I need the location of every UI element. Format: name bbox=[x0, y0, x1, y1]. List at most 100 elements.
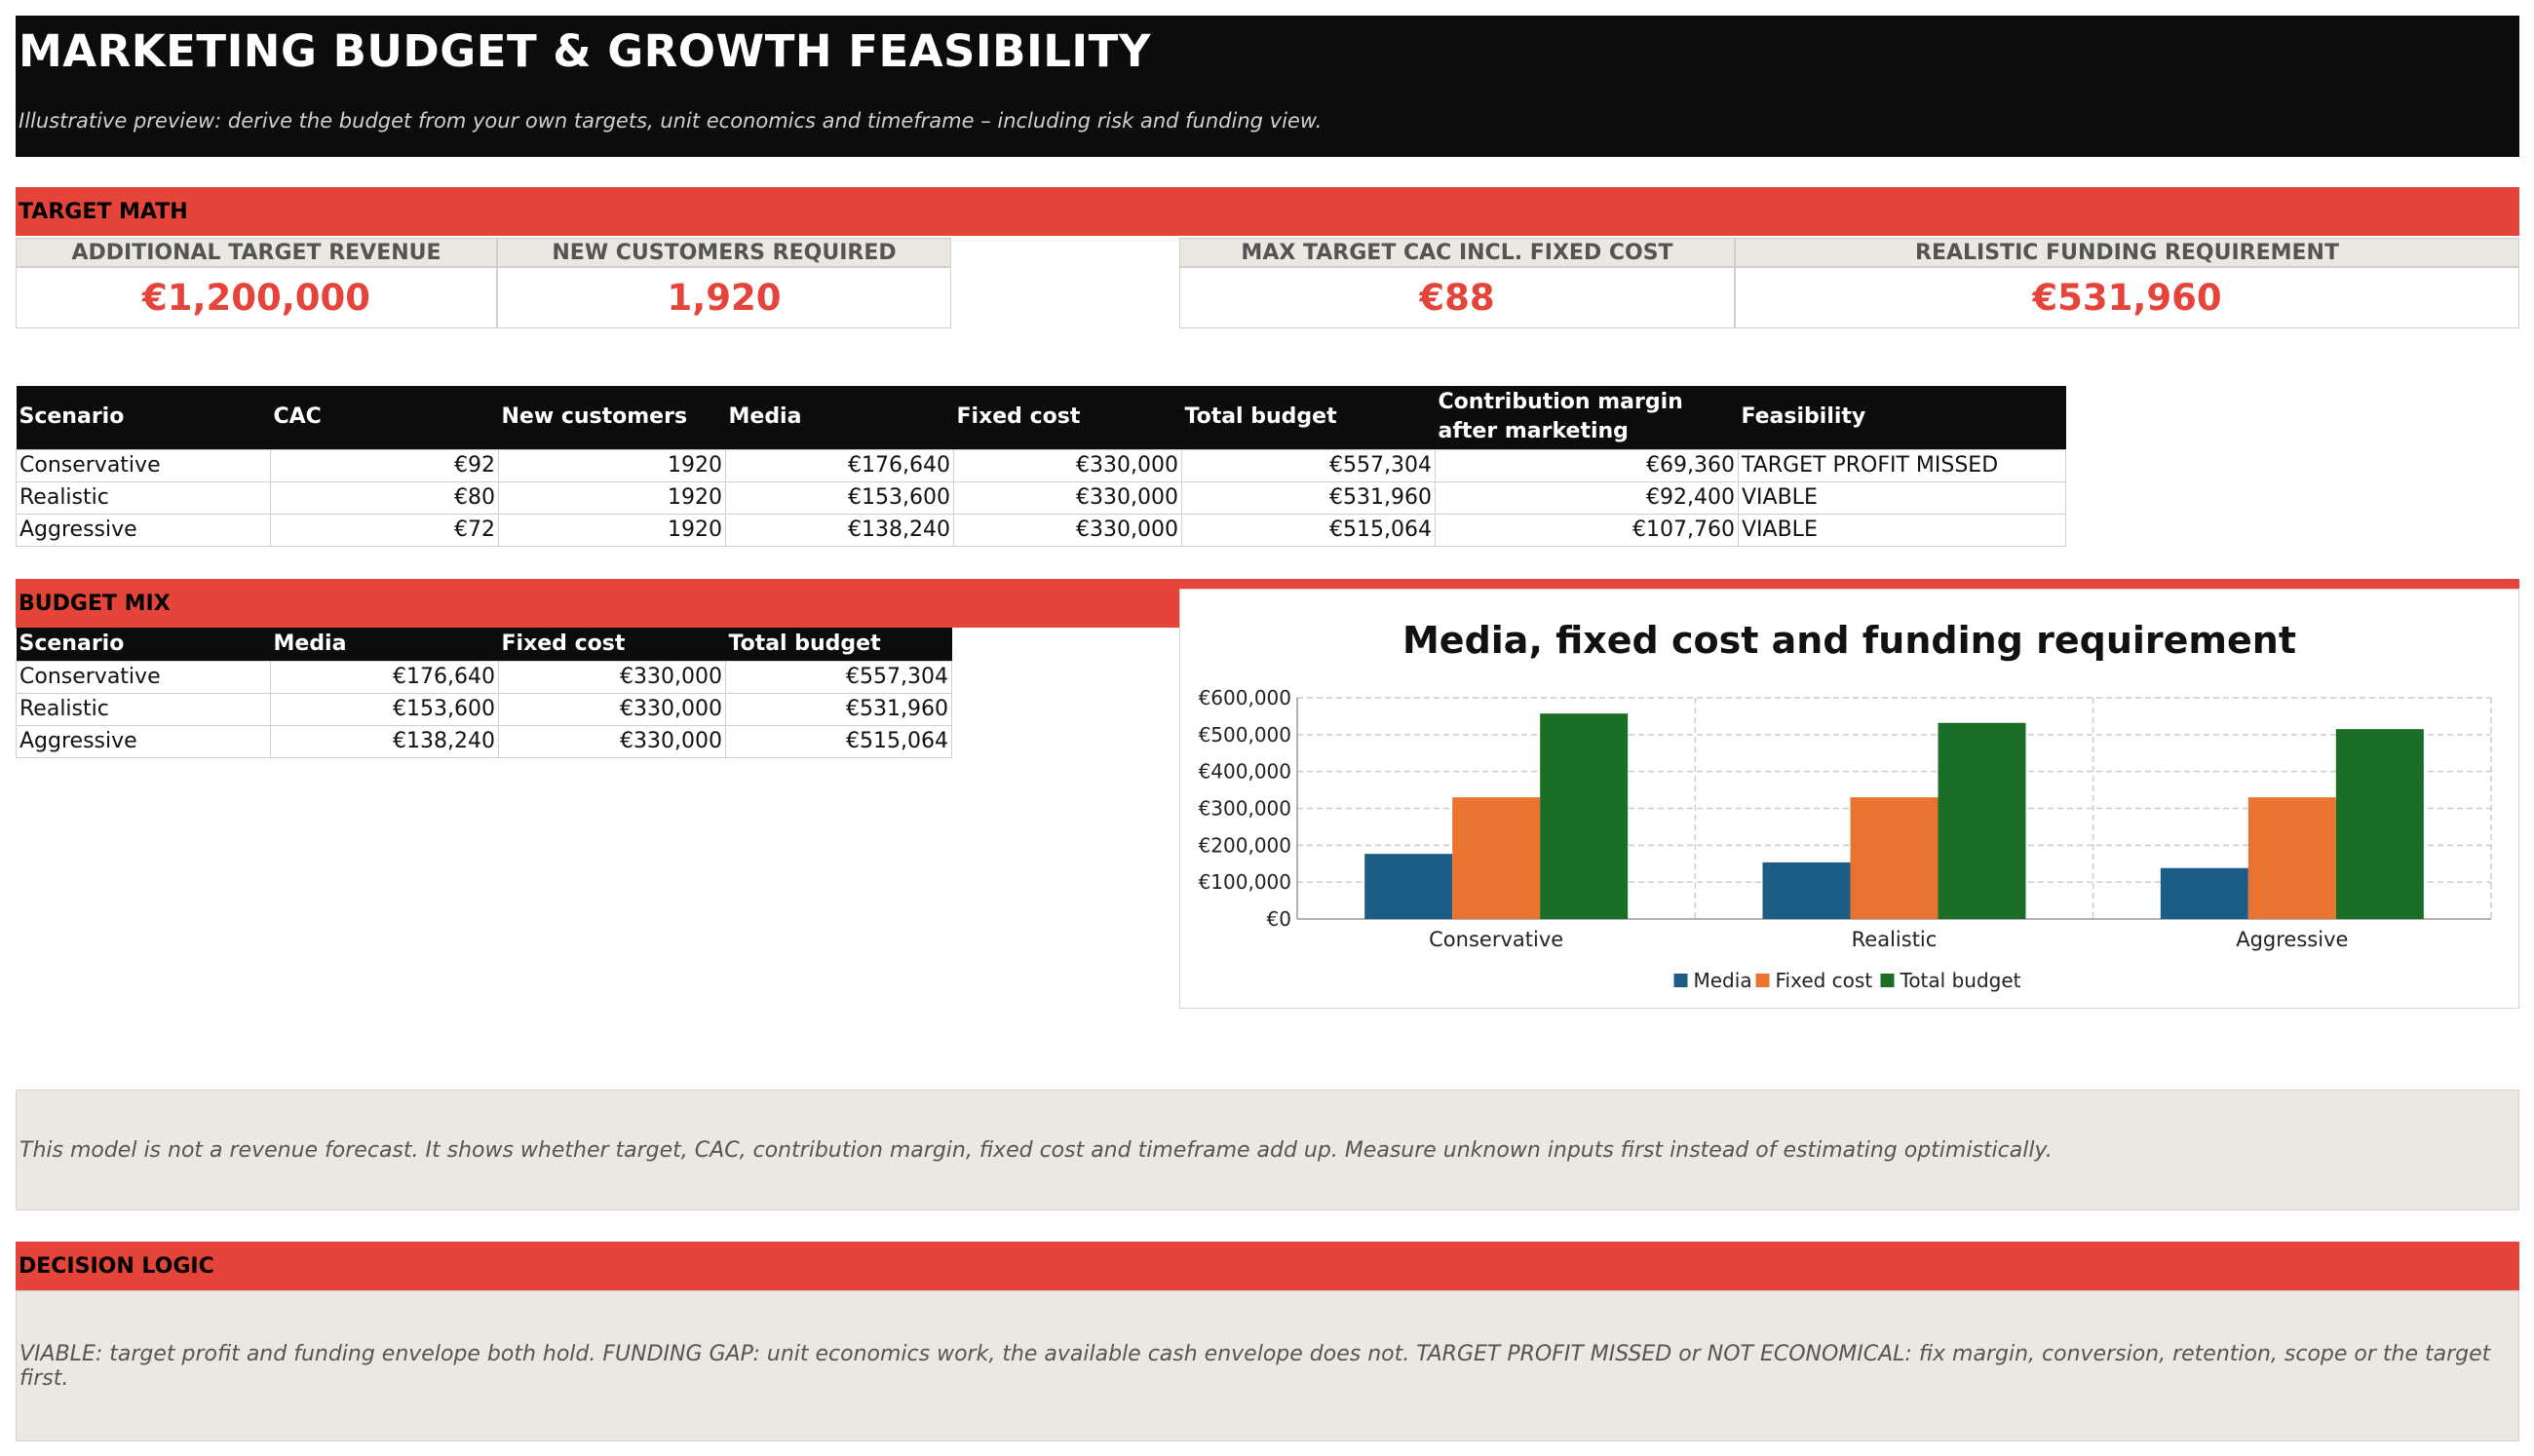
bar-media bbox=[1762, 862, 1851, 919]
cell-media[interactable]: €176,640 bbox=[270, 660, 499, 694]
kpi-label-new-customers: NEW CUSTOMERS REQUIRED bbox=[497, 238, 951, 267]
cell-contribution-margin[interactable]: €107,760 bbox=[1435, 513, 1739, 547]
cell-total-budget[interactable]: €557,304 bbox=[725, 660, 952, 694]
cell-scenario[interactable]: Realistic bbox=[16, 480, 271, 515]
cell-scenario[interactable]: Aggressive bbox=[16, 724, 271, 758]
cell-media[interactable]: €138,240 bbox=[270, 724, 499, 758]
legend-label: Total budget bbox=[1900, 969, 2021, 992]
budget-chart[interactable]: Media, fixed cost and funding requiremen… bbox=[1179, 589, 2519, 1009]
cell-contribution-margin[interactable]: €69,360 bbox=[1435, 448, 1739, 482]
cell-total-budget[interactable]: €557,304 bbox=[1181, 448, 1436, 482]
report-header: MARKETING BUDGET & GROWTH FEASIBILITY Il… bbox=[16, 16, 2519, 157]
model-note: This model is not a revenue forecast. It… bbox=[16, 1090, 2519, 1210]
table-row: Realistic €153,600 €330,000 €531,960 bbox=[16, 692, 952, 726]
bar-media bbox=[1364, 854, 1453, 919]
cell-feasibility[interactable]: VIABLE bbox=[1738, 513, 2066, 547]
cell-cac[interactable]: €80 bbox=[270, 480, 499, 515]
cell-scenario[interactable]: Aggressive bbox=[16, 513, 271, 547]
kpi-value-max-cac[interactable]: €88 bbox=[1179, 267, 1735, 328]
cell-cac[interactable]: €92 bbox=[270, 448, 499, 482]
bar-fixed-cost bbox=[2247, 797, 2336, 919]
table-row: Aggressive €72 1920 €138,240 €330,000 €5… bbox=[16, 513, 2066, 547]
col-header-new-customers[interactable]: New customers bbox=[498, 386, 726, 449]
legend-swatch bbox=[1673, 974, 1688, 987]
chart-title: Media, fixed cost and funding requiremen… bbox=[1401, 619, 2296, 662]
cell-media[interactable]: €138,240 bbox=[725, 513, 954, 547]
x-tick-label: Conservative bbox=[1429, 928, 1563, 951]
y-tick-label: €300,000 bbox=[1199, 797, 1291, 821]
kpi-value-target-revenue[interactable]: €1,200,000 bbox=[16, 267, 497, 328]
chart-plot: €0 €100,000 €200,000 €300,000 €400,000 €500,0… bbox=[1199, 686, 2492, 992]
cell-new-customers[interactable]: 1920 bbox=[498, 513, 726, 547]
bar-total-budget bbox=[1938, 722, 2026, 919]
bar-fixed-cost bbox=[1850, 797, 1939, 919]
cell-fixed-cost[interactable]: €330,000 bbox=[953, 448, 1182, 482]
col-header-contribution-margin[interactable]: Contribution margin after marketing bbox=[1435, 386, 1739, 449]
table-row: Conservative €92 1920 €176,640 €330,000 … bbox=[16, 448, 2066, 482]
scenario-table: Scenario CAC New customers Media Fixed c… bbox=[16, 386, 2066, 547]
y-tick-label: €400,000 bbox=[1199, 760, 1291, 784]
col-header-cac[interactable]: CAC bbox=[270, 386, 499, 449]
cell-media[interactable]: €176,640 bbox=[725, 448, 954, 482]
col-header-feasibility[interactable]: Feasibility bbox=[1738, 386, 2066, 449]
cell-contribution-margin[interactable]: €92,400 bbox=[1435, 480, 1739, 515]
cell-scenario[interactable]: Realistic bbox=[16, 692, 271, 726]
y-tick-label: €100,000 bbox=[1199, 870, 1291, 894]
cell-fixed-cost[interactable]: €330,000 bbox=[953, 513, 1182, 547]
kpi-value-funding-requirement[interactable]: €531,960 bbox=[1735, 267, 2519, 328]
decision-logic-text: VIABLE: target profit and funding envelo… bbox=[16, 1290, 2519, 1441]
bar-total-budget bbox=[2335, 729, 2424, 919]
budget-mix-header-row: Scenario Media Fixed cost Total budget bbox=[16, 628, 952, 661]
cell-total-budget[interactable]: €531,960 bbox=[1181, 480, 1436, 515]
kpi-label-funding-requirement: REALISTIC FUNDING REQUIREMENT bbox=[1735, 238, 2519, 267]
kpi-value-new-customers[interactable]: 1,920 bbox=[497, 267, 951, 328]
section-decision-logic: DECISION LOGIC bbox=[16, 1242, 2519, 1290]
cell-fixed-cost[interactable]: €330,000 bbox=[498, 724, 726, 758]
bar-media bbox=[2160, 867, 2248, 919]
cell-new-customers[interactable]: 1920 bbox=[498, 480, 726, 515]
x-tick-label: Aggressive bbox=[2236, 928, 2348, 951]
col-header-fixed-cost[interactable]: Fixed cost bbox=[953, 386, 1182, 449]
col-header-fixed-cost[interactable]: Fixed cost bbox=[498, 628, 726, 661]
table-row: Aggressive €138,240 €330,000 €515,064 bbox=[16, 724, 952, 758]
y-tick-label: €500,000 bbox=[1199, 723, 1291, 747]
kpi-label-target-revenue: ADDITIONAL TARGET REVENUE bbox=[16, 238, 497, 267]
cell-total-budget[interactable]: €515,064 bbox=[1181, 513, 1436, 547]
y-tick-label: €200,000 bbox=[1199, 833, 1291, 857]
legend-label: Media bbox=[1694, 969, 1752, 992]
cell-media[interactable]: €153,600 bbox=[725, 480, 954, 515]
cell-new-customers[interactable]: 1920 bbox=[498, 448, 726, 482]
cell-feasibility[interactable]: TARGET PROFIT MISSED bbox=[1738, 448, 2066, 482]
col-header-scenario[interactable]: Scenario bbox=[16, 628, 271, 661]
cell-cac[interactable]: €72 bbox=[270, 513, 499, 547]
x-tick-label: Realistic bbox=[1852, 928, 1938, 951]
col-header-scenario[interactable]: Scenario bbox=[16, 386, 271, 449]
page-title: MARKETING BUDGET & GROWTH FEASIBILITY bbox=[19, 25, 1151, 77]
table-row: Conservative €176,640 €330,000 €557,304 bbox=[16, 660, 952, 694]
legend-swatch bbox=[1880, 974, 1895, 987]
col-header-total-budget[interactable]: Total budget bbox=[1181, 386, 1436, 449]
section-target-math: TARGET MATH bbox=[16, 187, 2519, 236]
cell-fixed-cost[interactable]: €330,000 bbox=[498, 692, 726, 726]
col-header-total-budget[interactable]: Total budget bbox=[725, 628, 952, 661]
cell-scenario[interactable]: Conservative bbox=[16, 660, 271, 694]
cell-media[interactable]: €153,600 bbox=[270, 692, 499, 726]
col-header-media[interactable]: Media bbox=[270, 628, 499, 661]
col-header-media[interactable]: Media bbox=[725, 386, 954, 449]
y-tick-label: €0 bbox=[1267, 907, 1291, 931]
page-subtitle: Illustrative preview: derive the budget … bbox=[19, 109, 1323, 133]
legend-swatch bbox=[1755, 974, 1770, 987]
legend-label: Fixed cost bbox=[1776, 969, 1873, 992]
table-row: Realistic €80 1920 €153,600 €330,000 €53… bbox=[16, 480, 2066, 515]
cell-fixed-cost[interactable]: €330,000 bbox=[498, 660, 726, 694]
cell-scenario[interactable]: Conservative bbox=[16, 448, 271, 482]
cell-total-budget[interactable]: €515,064 bbox=[725, 724, 952, 758]
cell-total-budget[interactable]: €531,960 bbox=[725, 692, 952, 726]
chart-top-accent bbox=[1179, 579, 2519, 589]
bar-fixed-cost bbox=[1452, 797, 1541, 919]
cell-fixed-cost[interactable]: €330,000 bbox=[953, 480, 1182, 515]
kpi-label-max-cac: MAX TARGET CAC INCL. FIXED COST bbox=[1179, 238, 1735, 267]
bar-total-budget bbox=[1540, 713, 1629, 919]
cell-feasibility[interactable]: VIABLE bbox=[1738, 480, 2066, 515]
section-budget-mix: BUDGET MIX bbox=[16, 579, 1179, 628]
